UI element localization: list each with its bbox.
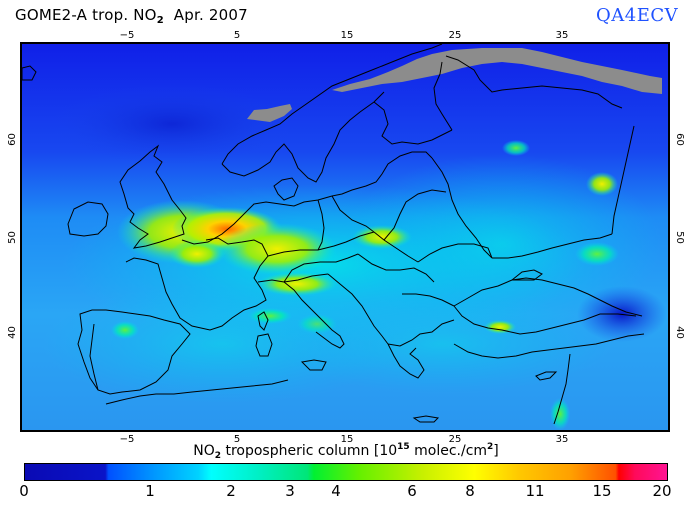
colorbar-title-sub: 2 [214,451,221,461]
lat-tick-right-50: 50 [673,231,685,244]
colorbar-label-15: 15 [592,482,612,500]
lat-tick-right-40: 40 [673,326,685,339]
colorbar-title-unit-exponent: 2 [487,442,494,452]
lon-tick-bottom-4: 25 [448,434,462,445]
lat-tick-left-40: 40 [6,326,18,339]
colorbar-title-prefix: NO [193,443,215,459]
colorbar-label-2: 2 [226,482,236,500]
no2-map [20,42,670,432]
colorbar-title-unit: molec./cm [409,443,488,459]
lon-tick-bottom-1: −5 [119,434,135,445]
lon-tick-top-5: 35 [555,30,569,41]
lat-tick-left-60: 60 [6,133,18,146]
colorbar-label-20: 20 [652,482,672,500]
lon-tick-bottom-2: 5 [233,434,241,445]
lon-tick-bottom-3: 15 [340,434,354,445]
lon-tick-top-1: −5 [119,30,135,41]
colorbar-label-11: 11 [525,482,545,500]
colorbar-label-1: 1 [145,482,155,500]
brand-label: QA4ECV [596,5,679,26]
lon-tick-bottom-5: 35 [555,434,569,445]
lon-tick-top-2: 5 [233,30,241,41]
lat-tick-right-60: 60 [673,133,685,146]
title-subscript: 2 [156,15,164,26]
lon-tick-top-3: 15 [340,30,354,41]
colorbar-label-4: 4 [331,482,341,500]
colorbar-label-0: 0 [19,482,29,500]
colorbar-label-3: 3 [285,482,295,500]
title-date: Apr. 2007 [173,6,248,24]
colorbar-label-6: 6 [407,482,417,500]
colorbar-title-exponent: 15 [397,442,410,452]
colorbar-title-mid: tropospheric column [10 [221,443,398,459]
map-title: GOME2-A trop. NO2 Apr. 2007 [15,6,248,26]
colorbar [24,463,668,481]
colorbar-title: NO2 tropospheric column [1015 molec./cm2… [0,442,692,461]
lon-tick-top-4: 25 [448,30,462,41]
colorbar-title-end: ] [493,443,499,459]
map-canvas [22,44,668,430]
lat-tick-left-50: 50 [6,231,18,244]
colorbar-label-8: 8 [465,482,475,500]
title-text: GOME2-A trop. NO [15,6,157,24]
